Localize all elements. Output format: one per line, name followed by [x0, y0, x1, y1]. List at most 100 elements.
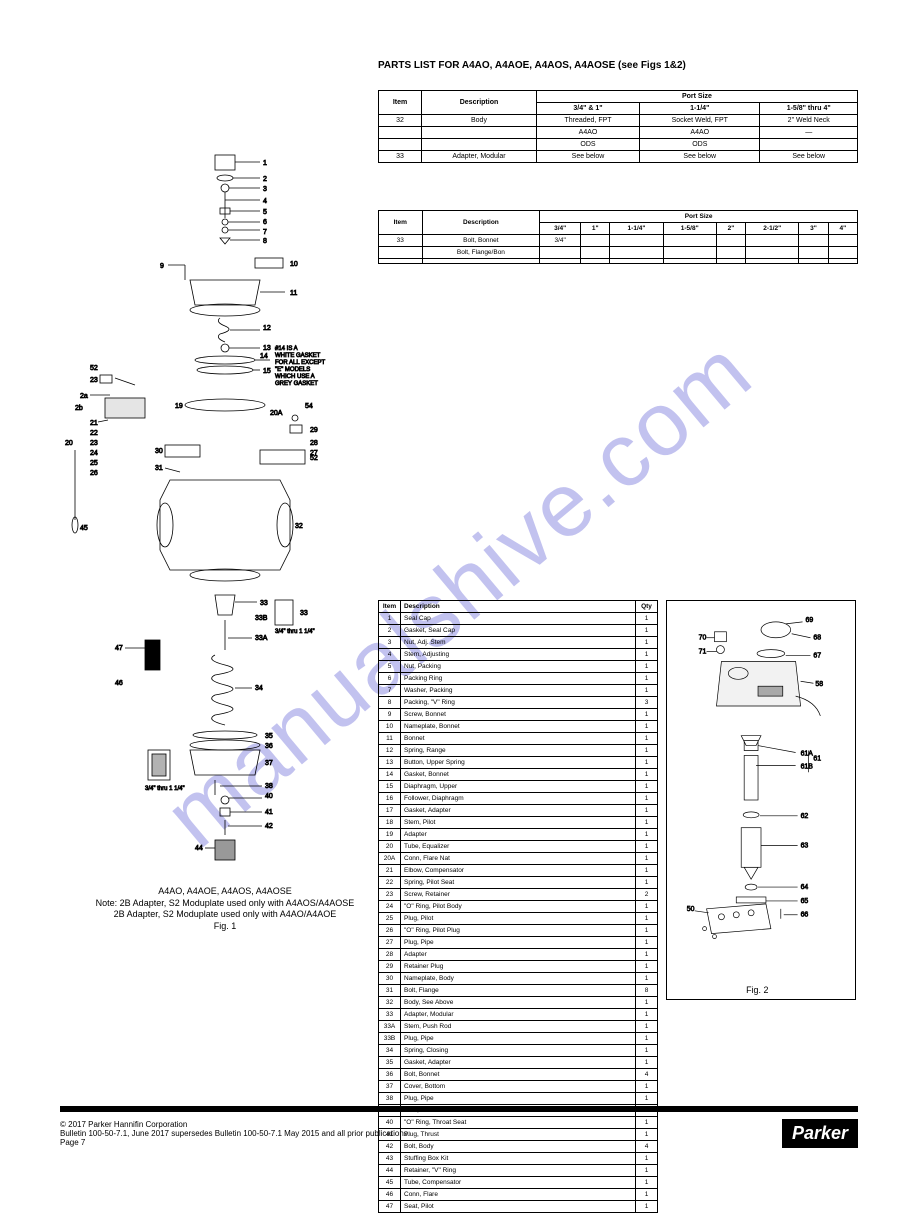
parts-row: 33BPlug, Pipe1	[379, 1033, 658, 1045]
svg-text:12: 12	[263, 325, 271, 332]
parts-row: 21Elbow, Compensator1	[379, 865, 658, 877]
parts-row: 9Screw, Bonnet1	[379, 709, 658, 721]
svg-text:4: 4	[263, 198, 267, 205]
svg-text:61: 61	[813, 755, 821, 762]
parts-row: 13Button, Upper Spring1	[379, 757, 658, 769]
svg-text:23: 23	[90, 377, 98, 384]
svg-text:35: 35	[265, 733, 273, 740]
svg-text:36: 36	[265, 743, 273, 750]
parts-row: 31Bolt, Flange8	[379, 985, 658, 997]
svg-text:33B: 33B	[255, 615, 268, 622]
svg-text:70: 70	[699, 635, 707, 642]
parts-row: 36Bolt, Bonnet4	[379, 1069, 658, 1081]
svg-text:64: 64	[801, 884, 809, 891]
svg-text:2: 2	[263, 176, 267, 183]
spec-table: ItemDescriptionPort Size 3/4" & 1"1-1/4"…	[378, 90, 858, 163]
svg-text:46: 46	[115, 680, 123, 687]
svg-text:44: 44	[195, 845, 203, 852]
parts-row: 22Spring, Pilot Seat1	[379, 877, 658, 889]
page-content: PARTS LIST FOR A4AO, A4AOE, A4AOS, A4AOS…	[0, 0, 918, 1188]
parts-row: 33Adapter, Modular1	[379, 1009, 658, 1021]
parts-row: 6Packing Ring1	[379, 673, 658, 685]
svg-text:67: 67	[813, 653, 821, 660]
svg-text:71: 71	[699, 649, 707, 656]
svg-text:#14 IS A: #14 IS A	[275, 346, 298, 352]
parts-row: 45Tube, Compensator1	[379, 1177, 658, 1189]
svg-text:37: 37	[265, 760, 273, 767]
parts-row: 7Washer, Packing1	[379, 685, 658, 697]
parts-row: 30Nameplate, Body1	[379, 973, 658, 985]
parts-row: 5Nut, Packing1	[379, 661, 658, 673]
svg-text:10: 10	[290, 261, 298, 268]
svg-text:WHITE GASKET: WHITE GASKET	[275, 353, 321, 359]
svg-text:3/4" thru 1 1/4": 3/4" thru 1 1/4"	[145, 786, 185, 792]
svg-text:33: 33	[300, 610, 308, 617]
svg-text:38: 38	[265, 783, 273, 790]
parts-row: 2Gasket, Seal Cap1	[379, 625, 658, 637]
footer-page: Page 7	[60, 1138, 410, 1147]
svg-text:5: 5	[263, 209, 267, 216]
parts-row: 37Cover, Bottom1	[379, 1081, 658, 1093]
parts-row: 27Plug, Pipe1	[379, 937, 658, 949]
exploded-diagram: 1 2 3 4 5 6 7 8 9 10 11 12 13 #14 IS A W…	[60, 140, 390, 880]
parts-row: 29Retainer Plug1	[379, 961, 658, 973]
svg-text:41: 41	[265, 809, 273, 816]
svg-text:19: 19	[175, 403, 183, 410]
svg-text:40: 40	[265, 793, 273, 800]
parts-row: 33AStem, Push Rod1	[379, 1021, 658, 1033]
parts-row: 11Bonnet1	[379, 733, 658, 745]
svg-text:FOR ALL EXCEPT: FOR ALL EXCEPT	[275, 360, 325, 366]
parts-row: 17Gasket, Adapter1	[379, 805, 658, 817]
parts-row: 23Screw, Retainer2	[379, 889, 658, 901]
svg-text:21: 21	[90, 420, 98, 427]
svg-text:8: 8	[263, 238, 267, 245]
bolt-table: ItemDescriptionPort Size 3/4"1"1-1/4"1-5…	[378, 210, 858, 264]
svg-text:"E" MODELS: "E" MODELS	[275, 367, 310, 373]
svg-text:7: 7	[263, 229, 267, 236]
svg-text:63: 63	[801, 842, 809, 849]
parts-row: 14Gasket, Bonnet1	[379, 769, 658, 781]
svg-text:1: 1	[263, 160, 267, 167]
svg-text:52: 52	[310, 455, 318, 462]
figure-2-diagram: 69 68 70 71 67 58 61A 61B 61	[666, 600, 856, 1000]
parts-row: 25Plug, Pilot1	[379, 913, 658, 925]
svg-text:25: 25	[90, 460, 98, 467]
parts-row: 8Packing, "V" Ring3	[379, 697, 658, 709]
svg-text:42: 42	[265, 823, 273, 830]
svg-text:66: 66	[801, 912, 809, 919]
footer-bulletin: Bulletin 100-50-7.1, June 2017 supersede…	[60, 1129, 410, 1138]
parts-row: 43Stuffing Box Kit1	[379, 1153, 658, 1165]
svg-text:61A: 61A	[801, 750, 814, 757]
svg-text:WHICH USE A: WHICH USE A	[275, 374, 315, 380]
svg-text:GREY GASKET: GREY GASKET	[275, 381, 318, 387]
svg-text:15: 15	[263, 368, 271, 375]
parts-row: 18Stem, Pilot1	[379, 817, 658, 829]
parts-row: 46Conn, Flare1	[379, 1189, 658, 1201]
svg-text:9: 9	[160, 263, 164, 270]
parts-row: 3Nut, Adj. Stem1	[379, 637, 658, 649]
parts-row: 15Diaphragm, Upper1	[379, 781, 658, 793]
svg-text:54: 54	[305, 403, 313, 410]
page-footer: © 2017 Parker Hannifin Corporation Bulle…	[60, 1119, 858, 1148]
parts-row: 1Seal Cap1	[379, 613, 658, 625]
svg-text:32: 32	[295, 523, 303, 530]
svg-text:28: 28	[310, 440, 318, 447]
document-title: PARTS LIST FOR A4AO, A4AOE, A4AOS, A4AOS…	[378, 60, 858, 71]
parker-logo: Parker	[782, 1119, 858, 1148]
svg-text:45: 45	[80, 525, 88, 532]
parts-row: 44Retainer, "V" Ring1	[379, 1165, 658, 1177]
svg-text:31: 31	[155, 465, 163, 472]
svg-text:14: 14	[260, 353, 268, 360]
svg-text:29: 29	[310, 427, 318, 434]
svg-text:50: 50	[687, 906, 695, 913]
svg-text:3: 3	[263, 186, 267, 193]
parts-row: 26"O" Ring, Pilot Plug1	[379, 925, 658, 937]
svg-text:33A: 33A	[255, 635, 268, 642]
svg-text:68: 68	[813, 635, 821, 642]
parts-row: 35Gasket, Adapter1	[379, 1057, 658, 1069]
parts-row: 24"O" Ring, Pilot Body1	[379, 901, 658, 913]
svg-text:20A: 20A	[270, 410, 283, 417]
svg-text:23: 23	[90, 440, 98, 447]
footer-divider	[60, 1106, 858, 1112]
svg-text:33: 33	[260, 600, 268, 607]
